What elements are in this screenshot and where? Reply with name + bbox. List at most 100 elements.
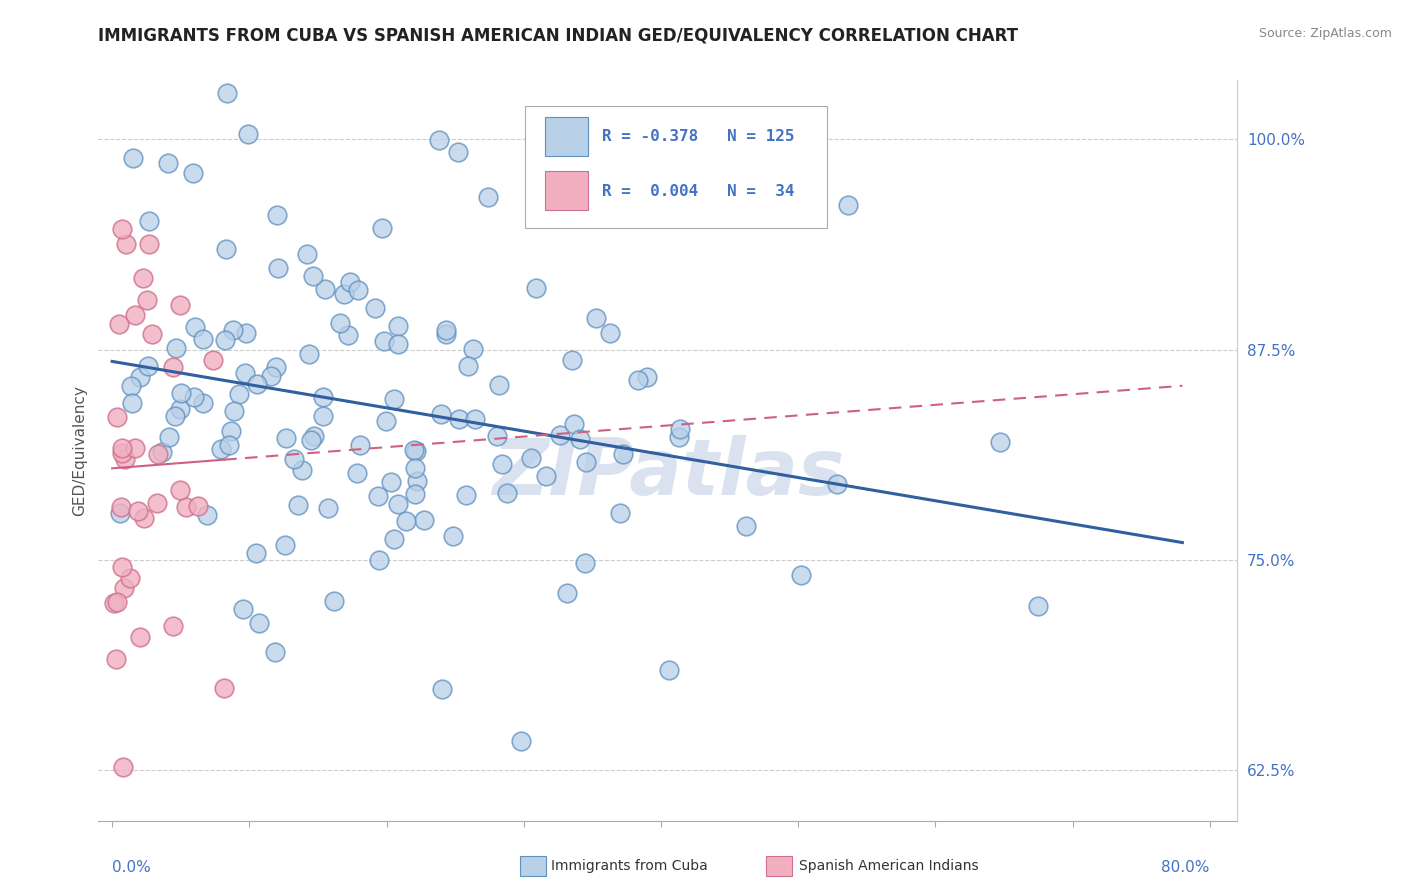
Point [152,445,174,459]
Point [375,414,398,428]
Point [222,322,245,336]
Point [169,401,191,416]
Text: 0.0%: 0.0% [112,860,150,874]
Point [405,443,427,458]
Point [283,451,305,466]
Point [103,596,125,610]
Point [298,346,321,360]
Text: Spanish American Indians: Spanish American Indians [799,859,979,873]
Point [609,506,631,520]
Point [169,298,191,312]
Point [404,487,426,501]
Point [585,311,607,326]
Text: Immigrants from Cuba: Immigrants from Cuba [551,859,707,873]
Point [520,450,543,465]
Point [430,682,453,697]
Point [314,282,336,296]
Point [434,323,457,337]
Point [222,404,245,418]
FancyBboxPatch shape [526,106,827,228]
Point [427,133,450,147]
Point [295,246,318,260]
Point [387,318,409,333]
Point [181,166,204,180]
Point [267,260,290,275]
Point [170,386,193,401]
Point [367,489,389,503]
Point [329,316,352,330]
Point [132,511,155,525]
Point [124,308,146,322]
Point [183,390,205,404]
Point [339,275,361,289]
Text: R = -0.378   N = 125: R = -0.378 N = 125 [602,129,794,144]
Point [575,455,598,469]
Point [496,486,519,500]
Point [184,319,207,334]
Point [146,496,169,510]
Point [214,333,236,347]
Point [825,477,848,491]
Point [174,500,197,515]
Point [370,220,392,235]
Point [302,268,325,283]
Point [274,430,297,444]
Point [107,317,129,331]
Point [447,412,470,426]
Point [191,395,214,409]
Point [290,463,312,477]
Point [121,379,143,393]
Point [464,412,486,426]
Point [235,326,257,341]
Point [215,242,238,256]
Point [107,595,129,609]
Point [599,326,621,340]
Point [406,474,429,488]
Point [323,594,346,608]
Point [790,567,813,582]
Point [162,619,184,633]
Point [387,497,409,511]
Point [346,467,368,481]
Point [115,237,138,252]
Point [148,447,170,461]
Point [112,581,135,595]
Point [548,428,571,442]
Point [121,395,143,409]
Point [434,327,457,342]
Point [187,500,209,514]
Point [233,367,256,381]
Point [215,86,238,100]
Point [129,631,152,645]
Point [658,663,681,677]
FancyBboxPatch shape [546,171,588,210]
Point [382,392,405,406]
Point [110,500,132,514]
Y-axis label: GED/Equivalency: GED/Equivalency [72,385,87,516]
Point [110,506,132,520]
Point [169,483,191,497]
Point [191,332,214,346]
Point [111,560,134,574]
Point [312,391,335,405]
Point [316,501,339,516]
Point [413,513,436,527]
Point [195,508,218,522]
Point [138,237,160,252]
Point [626,373,648,387]
Point [404,461,426,475]
Point [364,301,387,315]
Point [555,585,578,599]
Point [114,452,136,467]
Point [127,503,149,517]
Point [212,681,235,696]
Point [574,556,596,570]
Point [287,498,309,512]
Point [337,328,360,343]
FancyBboxPatch shape [546,118,588,156]
Text: 80.0%: 80.0% [1161,860,1209,874]
Point [105,409,128,424]
Point [274,538,297,552]
Point [668,422,690,436]
Point [209,442,232,456]
